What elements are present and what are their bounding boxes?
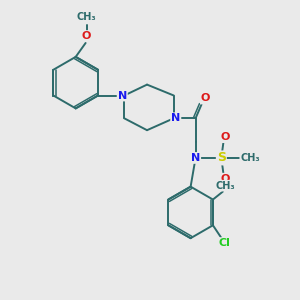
Text: O: O: [82, 31, 91, 41]
Text: Cl: Cl: [219, 238, 231, 248]
Text: N: N: [118, 91, 127, 100]
Text: O: O: [220, 174, 230, 184]
Text: O: O: [201, 94, 210, 103]
Text: O: O: [220, 132, 230, 142]
Text: CH₃: CH₃: [215, 181, 235, 191]
Text: CH₃: CH₃: [77, 12, 96, 22]
Text: CH₃: CH₃: [240, 153, 260, 163]
Text: S: S: [217, 152, 226, 164]
Text: N: N: [191, 153, 200, 163]
Text: N: N: [171, 113, 180, 123]
